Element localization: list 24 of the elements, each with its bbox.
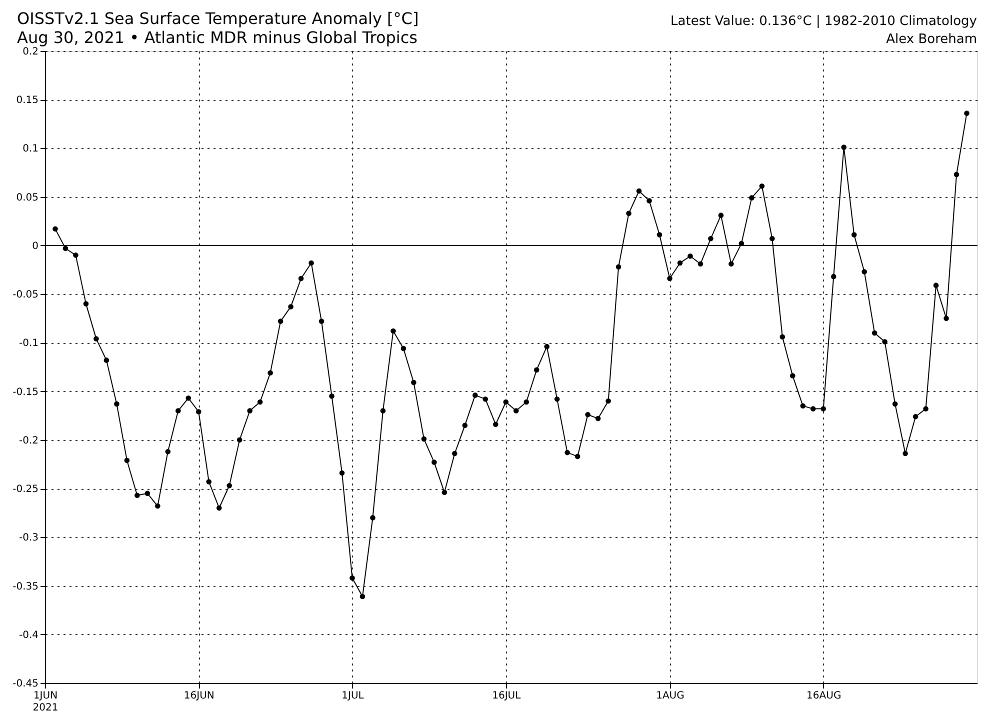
y-tick-label: 0.15 [16, 95, 38, 106]
y-tick-label: 0.1 [22, 144, 38, 155]
y-tick-label: -0.25 [12, 484, 38, 496]
chart-title: OISSTv2.1 Sea Surface Temperature Anomaly [°C] [17, 9, 419, 28]
x-tick-label: 16JUL [492, 690, 522, 702]
y-tick-label: -0.3 [18, 532, 38, 544]
y-tick-label: -0.05 [12, 290, 38, 301]
x-tick-label: 16JUN [184, 690, 214, 702]
y-tick-label: -0.2 [18, 435, 38, 446]
y-tick-label: -0.15 [12, 386, 38, 398]
chart-subtitle: Aug 30, 2021 • Atlantic MDR minus Global Tropics [17, 28, 418, 47]
x-tick-label: 16AUG [806, 690, 842, 702]
text: Latest Value: 0.136°C | 1982-2010 Climatology [670, 14, 978, 29]
x-tick-label: 1AUG [656, 690, 684, 702]
y-tick-label: 0 [32, 240, 38, 252]
y-tick-label: -0.45 [12, 678, 38, 690]
y-tick-label: 0.2 [22, 46, 38, 58]
y-tick-label: -0.1 [18, 338, 38, 350]
text: Alex Boreham [886, 32, 977, 47]
y-tick-label: -0.4 [18, 630, 38, 641]
y-tick-label: 0.05 [16, 192, 38, 204]
x-tick-label: 1JUN 2021 [32, 690, 58, 714]
y-tick-label: -0.35 [12, 581, 38, 592]
x-tick-label: 1JUL [342, 690, 364, 702]
